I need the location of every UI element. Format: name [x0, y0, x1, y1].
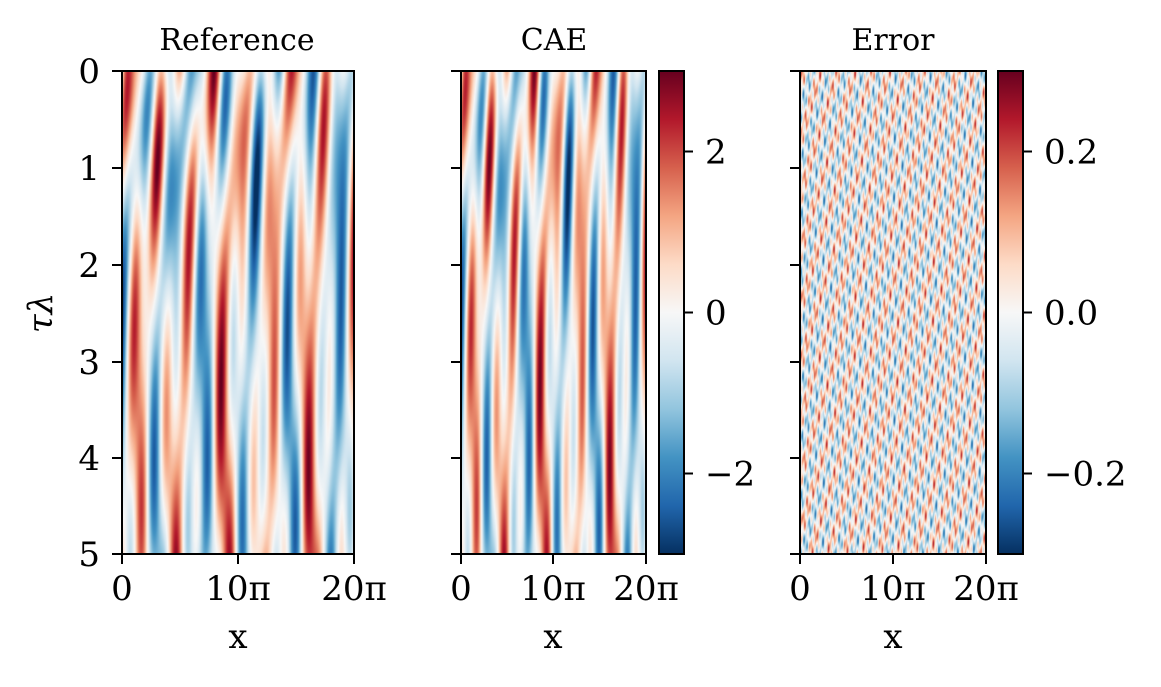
- xtick-label: 20π: [321, 569, 387, 609]
- colorbar-cae: 2 0 −2: [658, 70, 755, 555]
- ytick-label: 2: [78, 246, 100, 286]
- xtick-label: 10π: [520, 569, 586, 609]
- colorbar-tick-label: 2: [705, 133, 727, 173]
- colorbar-tick-label: 0.0: [1044, 294, 1098, 334]
- panel-reference: Reference 0 1 2 3 4 5 τλ 0 10π 20π x: [21, 23, 387, 657]
- xtick-label: 10π: [205, 569, 271, 609]
- heatmap-cae: [461, 71, 646, 554]
- colorbar-tick-label: −0.2: [1044, 455, 1127, 495]
- yticks-reference: 0 1 2 3 4 5: [78, 52, 122, 575]
- xlabel-reference: x: [228, 617, 247, 657]
- xlabel-cae: x: [543, 617, 562, 657]
- ytick-label: 3: [78, 343, 100, 383]
- yticks-error: [790, 70, 800, 555]
- colorbar-cae-ticks: 2 0 −2: [684, 133, 755, 495]
- xticks-cae: 0 10π 20π: [450, 554, 679, 609]
- xtick-label: 0: [111, 569, 133, 609]
- ytick-label: 5: [78, 535, 100, 575]
- colorbar-tick-label: 0: [705, 294, 727, 334]
- colorbar-error-gradient: [998, 71, 1023, 554]
- ytick-label: 1: [78, 149, 100, 189]
- heatmap-reference: [122, 71, 354, 554]
- xticks-error: 0 10π 20π: [789, 554, 1019, 609]
- xlabel-error: x: [883, 617, 902, 657]
- heatmap-error: [800, 71, 986, 554]
- xtick-label: 10π: [860, 569, 926, 609]
- colorbar-tick-label: 0.2: [1044, 133, 1098, 173]
- yticks-cae: [451, 70, 461, 555]
- ylabel-reference: τλ: [21, 293, 61, 333]
- colorbar-cae-gradient: [659, 71, 684, 554]
- ytick-label: 0: [78, 52, 100, 92]
- panel-cae: CAE 0 10π 20π x: [450, 23, 755, 657]
- title-reference: Reference: [159, 23, 314, 58]
- xtick-label: 0: [789, 569, 811, 609]
- colorbar-error: 0.2 0.0 −0.2: [997, 70, 1127, 555]
- xticks-reference: 0 10π 20π: [111, 554, 387, 609]
- xtick-label: 0: [450, 569, 472, 609]
- xtick-label: 20π: [953, 569, 1019, 609]
- ytick-label: 4: [78, 439, 100, 479]
- colorbar-error-ticks: 0.2 0.0 −0.2: [1023, 133, 1127, 495]
- title-error: Error: [852, 23, 936, 58]
- xtick-label: 20π: [613, 569, 679, 609]
- panel-error: Error 0 10π 20π x: [789, 23, 1126, 657]
- title-cae: CAE: [521, 23, 588, 58]
- colorbar-tick-label: −2: [705, 455, 755, 495]
